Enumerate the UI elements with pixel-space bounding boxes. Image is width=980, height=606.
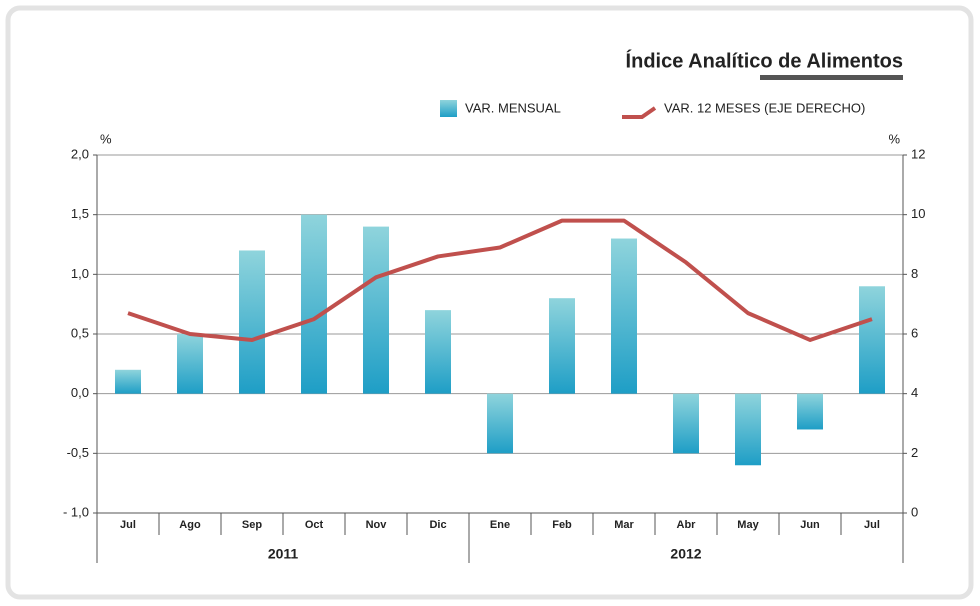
x-tick-label: Oct (305, 519, 324, 531)
x-tick-label: Sep (242, 519, 262, 531)
x-tick-label: Jun (800, 519, 820, 531)
chart-title: Índice Analítico de Alimentos (626, 49, 903, 72)
legend-swatch (622, 106, 657, 119)
bar (425, 310, 451, 394)
bar (487, 393, 513, 454)
y2-axis-label: % (888, 131, 900, 146)
y2-tick-label: 8 (911, 266, 918, 281)
x-tick-label: Ago (179, 519, 201, 531)
y-tick-label: 1,5 (71, 206, 89, 221)
legend-label: VAR. 12 MESES (EJE DERECHO) (664, 100, 865, 115)
x-tick-label: Jul (120, 519, 136, 531)
bar (611, 238, 637, 394)
group-label: 2011 (268, 546, 299, 562)
line (127, 218, 873, 342)
bar (797, 393, 823, 430)
bar (673, 393, 699, 454)
y2-tick-label: 6 (911, 325, 918, 340)
x-tick-label: Dic (429, 519, 446, 531)
y-tick-label: -0,5 (67, 445, 89, 460)
y2-tick-label: 0 (911, 504, 918, 519)
y2-tick-label: 2 (911, 445, 918, 460)
bar (115, 369, 141, 394)
frame (5, 5, 974, 600)
bar (859, 286, 885, 394)
y2-tick-label: 12 (911, 146, 925, 161)
y-axis-label: % (100, 131, 112, 146)
legend-label: VAR. MENSUAL (465, 100, 561, 115)
y-tick-label: - 1,0 (63, 504, 89, 519)
x-tick-label: Nov (366, 519, 388, 531)
bar (239, 250, 265, 394)
bar (735, 393, 761, 466)
x-tick-label: Jul (864, 519, 880, 531)
legend-swatch (440, 100, 457, 117)
x-tick-label: Mar (614, 519, 634, 531)
x-tick-label: Ene (490, 519, 510, 531)
title-underline (760, 75, 903, 80)
y-tick-label: 0,5 (71, 325, 89, 340)
x-tick-label: Abr (677, 519, 697, 531)
bar (549, 298, 575, 394)
bar (363, 226, 389, 394)
x-tick-label: Feb (552, 519, 572, 531)
y2-tick-label: 10 (911, 206, 925, 221)
y-tick-label: 0,0 (71, 385, 89, 400)
group-label: 2012 (670, 546, 701, 562)
bar (301, 214, 327, 394)
x-tick-label: May (737, 519, 759, 531)
y-tick-label: 1,0 (71, 266, 89, 281)
y2-tick-label: 4 (911, 385, 918, 400)
bar (177, 334, 203, 394)
y-tick-label: 2,0 (71, 146, 89, 161)
